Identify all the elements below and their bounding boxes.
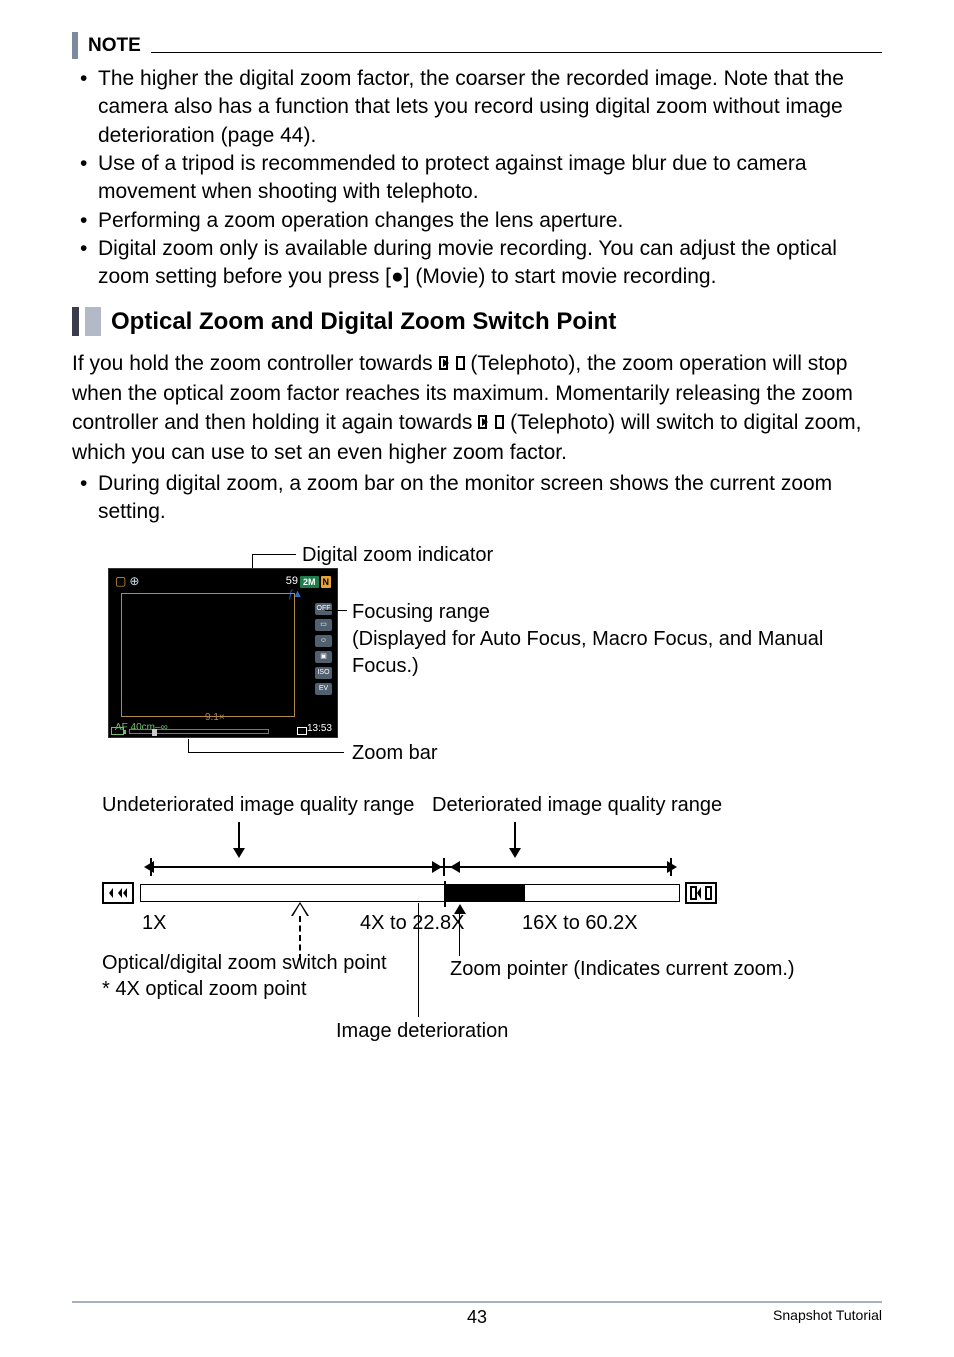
down-arrow-icon <box>232 822 246 858</box>
list-item: •Digital zoom only is available during m… <box>80 235 882 292</box>
ev-icon: EV <box>315 683 332 695</box>
wide-icon <box>102 882 134 904</box>
note-text: Performing a zoom operation changes the … <box>98 207 623 235</box>
size-badge: 2M <box>300 576 319 588</box>
undeteriorated-label: Undeteriorated image quality range <box>102 792 414 819</box>
leader-line <box>188 752 344 753</box>
body-text: If you hold the zoom controller towards <box>72 352 439 375</box>
footer-rule <box>72 1301 882 1303</box>
leader-line <box>252 554 296 555</box>
range-line <box>445 866 669 868</box>
burst-icon: ▣ <box>315 651 332 663</box>
zoom-value: 9.1× <box>205 711 225 725</box>
note-label: NOTE <box>88 33 141 59</box>
focus-frame <box>121 593 295 717</box>
iso-icon: ISO <box>315 667 332 679</box>
switch-point-sub: * 4X optical zoom point <box>102 976 307 1003</box>
zoom-bar-track <box>140 884 680 902</box>
focusing-range-label: Focusing range <box>352 599 490 626</box>
zoom-pointer-marker <box>454 904 466 914</box>
off-icon: OFF <box>315 603 332 615</box>
zoom-bar-label: Zoom bar <box>352 740 438 767</box>
cam-icon <box>297 727 307 735</box>
zoom-icon: ⊕ <box>129 574 139 588</box>
camera-icon: ▢ <box>115 574 126 588</box>
list-item: •Performing a zoom operation changes the… <box>80 207 882 235</box>
image-deterioration-label: Image deterioration <box>336 1018 508 1045</box>
sub-list: •During digital zoom, a zoom bar on the … <box>72 470 882 527</box>
body-paragraph: If you hold the zoom controller towards … <box>72 350 882 467</box>
leader-line <box>188 739 189 753</box>
zoom-bar-graphic <box>129 729 269 734</box>
zoom-hi-label: 16X to 60.2X <box>522 910 638 937</box>
down-arrow-icon <box>508 822 522 858</box>
list-item: •During digital zoom, a zoom bar on the … <box>80 470 882 527</box>
note-text: Digital zoom only is available during mo… <box>98 235 882 292</box>
camera-lcd-screenshot: ▢ ⊕ 592MN ſ▲ OFF ▭ ☺ ▣ ISO EV AF 40cm–∞ … <box>108 568 338 738</box>
footer-section-name: Snapshot Tutorial <box>773 1306 882 1325</box>
section-accent-thick <box>72 307 79 336</box>
leader-line <box>459 914 460 956</box>
time-display: 13:53 <box>307 722 332 736</box>
side-icons: OFF ▭ ☺ ▣ ISO EV <box>315 603 332 695</box>
zoom-1x-label: 1X <box>142 910 166 937</box>
list-item: •Use of a tripod is recommended to prote… <box>80 150 882 207</box>
note-text: Use of a tripod is recommended to protec… <box>98 150 882 207</box>
diagram-indicator: Digital zoom indicator ▢ ⊕ 592MN ſ▲ OFF … <box>72 544 882 764</box>
battery-icon <box>111 727 124 735</box>
digital-zoom-indicator-label: Digital zoom indicator <box>302 542 493 569</box>
tele-icon <box>685 882 717 904</box>
note-list: •The higher the digital zoom factor, the… <box>72 65 882 292</box>
note-header: NOTE <box>72 32 882 59</box>
note-bar <box>72 32 78 59</box>
face-icon: ☺ <box>315 635 332 647</box>
leader-line <box>418 903 419 1017</box>
zoom-mid-label: 4X to 22.8X <box>360 910 465 937</box>
arrowhead <box>432 861 442 873</box>
section-accent-thin <box>85 307 101 336</box>
zoom-pointer-label: Zoom pointer (Indicates current zoom.) <box>450 956 795 983</box>
telephoto-icon <box>439 352 465 380</box>
bullet-text: During digital zoom, a zoom bar on the m… <box>98 470 882 527</box>
section-header: Optical Zoom and Digital Zoom Switch Poi… <box>72 306 882 338</box>
note-rule <box>151 52 882 53</box>
range-tick <box>670 858 672 876</box>
note-text: The higher the digital zoom factor, the … <box>98 65 882 150</box>
mode-icon: ▭ <box>315 619 332 631</box>
list-item: •The higher the digital zoom factor, the… <box>80 65 882 150</box>
diagram-zoom-bar: Undeteriorated image quality range Deter… <box>72 792 882 1052</box>
telephoto-icon <box>478 411 504 439</box>
focusing-range-sub: (Displayed for Auto Focus, Macro Focus, … <box>352 626 892 680</box>
switch-point-label: Optical/digital zoom switch point <box>102 950 387 977</box>
n-badge: N <box>321 576 332 588</box>
deteriorated-label: Deteriorated image quality range <box>432 792 722 819</box>
bar-deteriorated-segment <box>445 885 525 901</box>
leader-line <box>325 610 347 611</box>
section-title: Optical Zoom and Digital Zoom Switch Poi… <box>111 306 616 338</box>
switch-point-marker-inner <box>293 904 307 916</box>
